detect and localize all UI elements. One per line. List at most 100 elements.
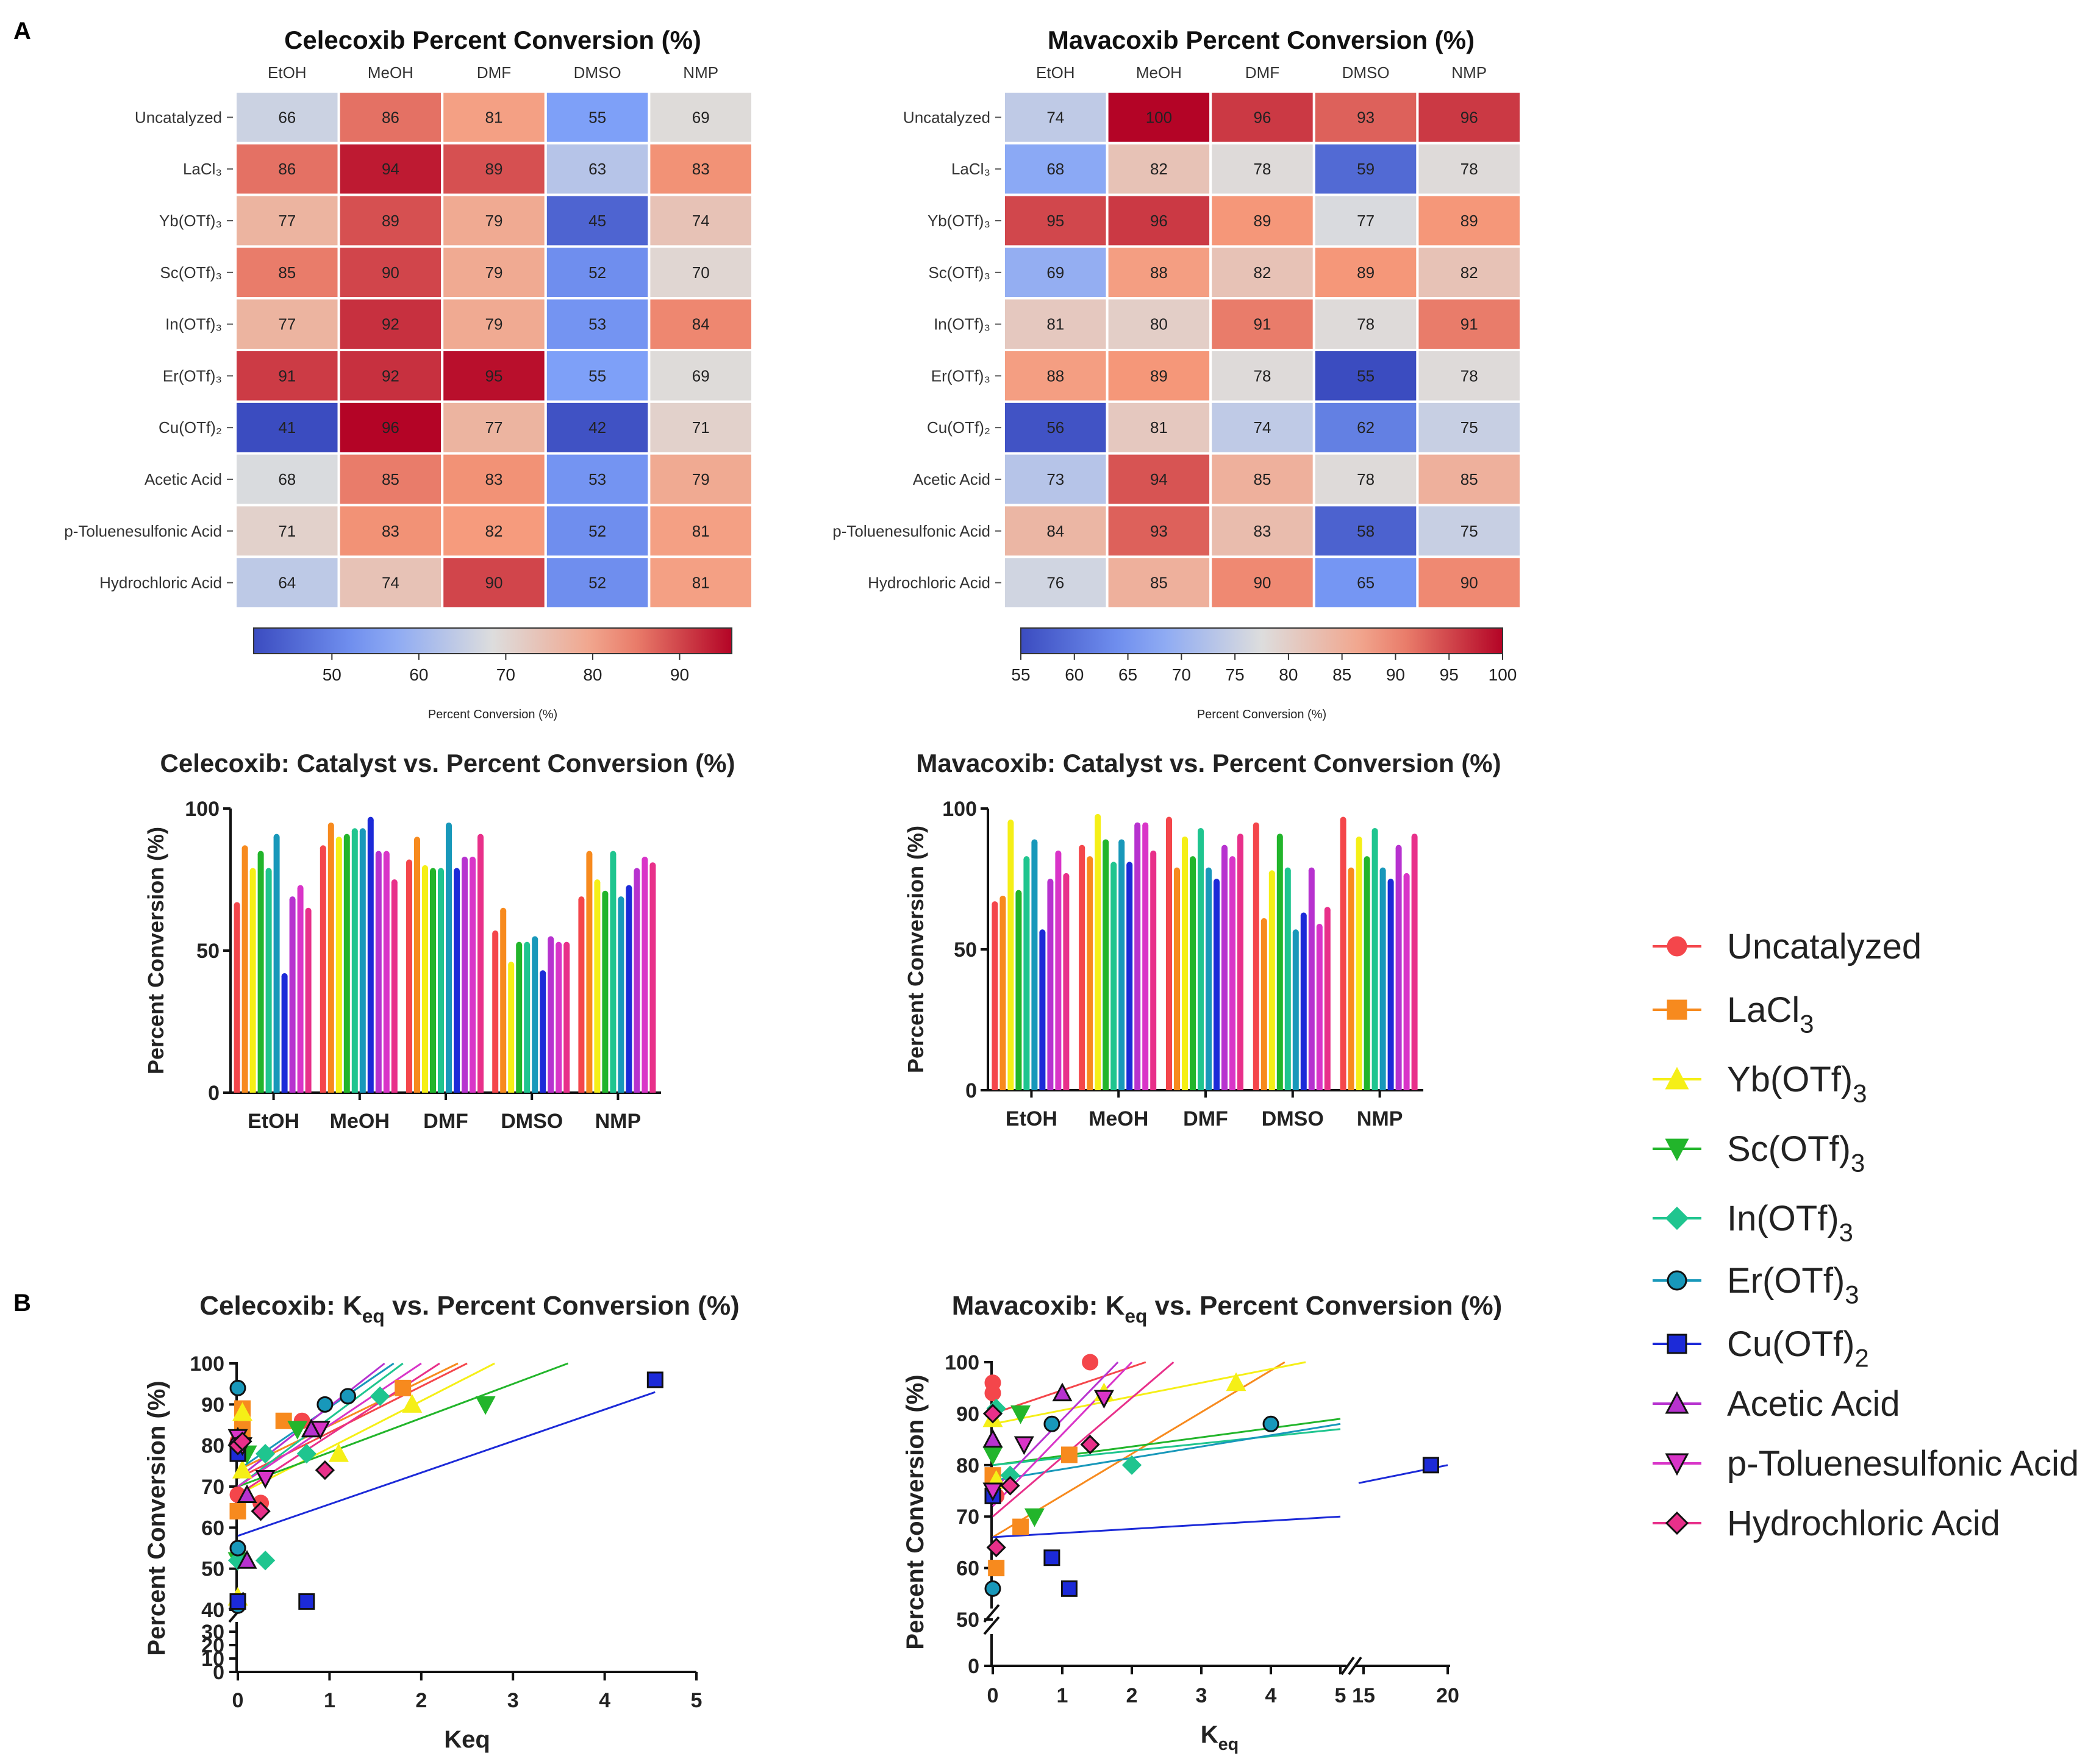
bar xyxy=(516,944,523,1093)
heatmap-cell-value: 52 xyxy=(588,522,606,540)
bar xyxy=(508,965,515,1093)
bar-cap xyxy=(477,834,484,840)
bar-cap xyxy=(297,885,304,891)
bar-cap xyxy=(265,868,272,874)
bar-cap xyxy=(1142,822,1149,829)
heatmap-row-label: Acetic Acid xyxy=(913,470,990,488)
data-point xyxy=(395,1379,412,1396)
trend-line xyxy=(237,1362,422,1488)
bar-cap xyxy=(1364,856,1370,863)
bar-cap xyxy=(1095,813,1101,820)
trend-line xyxy=(992,1361,1174,1518)
scatter-title-part: Celecoxib: K xyxy=(199,1291,362,1321)
legend-item: Cu(OTf)2 xyxy=(1653,1324,1869,1372)
bar xyxy=(1047,882,1054,1090)
colorbar-tick-label: 90 xyxy=(670,665,689,684)
bar-chart-title: Celecoxib: Catalyst vs. Percent Conversi… xyxy=(160,749,735,777)
data-point xyxy=(1665,1066,1689,1090)
legend-label: Sc(OTf)3 xyxy=(1727,1129,1865,1177)
bar-cap xyxy=(1166,816,1172,823)
bar-chart-title: Mavacoxib: Catalyst vs. Percent Conversi… xyxy=(916,749,1501,777)
mavacoxib-scatter-chart: Mavacoxib: Keq vs. Percent Conversion (%… xyxy=(902,1291,1502,1754)
bar-x-tick-label: DMSO xyxy=(1262,1107,1324,1130)
bar xyxy=(1300,915,1307,1090)
heatmap-cell-value: 81 xyxy=(1150,418,1168,437)
heatmap-cell-value: 96 xyxy=(382,418,399,437)
data-point xyxy=(1665,1138,1689,1162)
colorbar xyxy=(253,627,732,654)
bar-cap xyxy=(1284,867,1291,874)
bar xyxy=(548,939,554,1093)
bar-cap xyxy=(359,828,366,835)
scatter-y-tick-label: 30 xyxy=(201,1621,224,1644)
bar xyxy=(1190,859,1196,1090)
data-point xyxy=(1422,1457,1439,1474)
bar xyxy=(359,831,366,1093)
heatmap-cell xyxy=(544,400,651,455)
data-point xyxy=(328,1443,349,1462)
heatmap-cell-value: 62 xyxy=(1357,418,1375,437)
legend-label-part: Cu(OTf) xyxy=(1727,1324,1854,1364)
bar-cap xyxy=(273,834,280,840)
heatmap-cell-value: 81 xyxy=(692,574,710,592)
heatmap-cell-value: 42 xyxy=(588,418,606,437)
bar xyxy=(540,973,546,1093)
bar-cap xyxy=(343,834,350,840)
heatmap-cell xyxy=(1003,555,1109,610)
legend-label: LaCl3 xyxy=(1727,990,1814,1038)
scatter-y-tick-label: 80 xyxy=(201,1435,224,1458)
heatmap-cell xyxy=(1106,555,1212,610)
heatmap-cell-value: 78 xyxy=(1461,160,1478,178)
bar-cap xyxy=(1110,862,1117,868)
bar-cap xyxy=(1348,867,1354,874)
heatmap-cell xyxy=(1209,349,1315,403)
heatmap-cell-value: 79 xyxy=(485,263,503,282)
colorbar-tick-label: 50 xyxy=(323,665,341,684)
scatter-x-tick-label: 1 xyxy=(324,1689,335,1712)
bar xyxy=(406,862,412,1093)
bar xyxy=(1253,825,1259,1090)
data-point xyxy=(255,1551,276,1571)
bar-cap xyxy=(1031,839,1038,846)
bar xyxy=(446,825,452,1093)
bar-cap xyxy=(1063,873,1070,879)
data-point xyxy=(298,1593,315,1610)
heatmap-cell xyxy=(1416,400,1522,455)
data-point xyxy=(310,1421,331,1440)
heatmap-title: Mavacoxib Percent Conversion (%) xyxy=(1048,26,1475,54)
bar-cap xyxy=(1190,856,1196,863)
heatmap-cell-value: 78 xyxy=(1357,315,1375,334)
bar xyxy=(1214,882,1220,1090)
bar xyxy=(1134,825,1141,1090)
data-point xyxy=(1665,1453,1689,1476)
heatmap-cell-value: 89 xyxy=(1150,366,1168,385)
bar xyxy=(454,871,460,1093)
bar-cap xyxy=(1126,862,1133,868)
data-point xyxy=(1014,1436,1034,1455)
heatmap-cell-value: 86 xyxy=(382,108,399,126)
heatmap-cell-value: 64 xyxy=(278,574,296,592)
data-point xyxy=(1043,1549,1060,1566)
data-point xyxy=(370,1386,390,1406)
heatmap-cell xyxy=(1416,90,1522,145)
bar xyxy=(335,840,342,1093)
heatmap-cell-value: 77 xyxy=(278,315,296,334)
heatmap-cell-value: 69 xyxy=(692,366,710,385)
colorbar-tick-label: 75 xyxy=(1226,665,1245,684)
data-point xyxy=(982,1446,1003,1466)
heatmap-cell-value: 41 xyxy=(278,418,296,437)
heatmap-cell xyxy=(1209,504,1315,559)
bar-cap xyxy=(351,828,358,835)
scatter-y-tick-label: 100 xyxy=(190,1352,224,1376)
heatmap-row-label: Sc(OTf)₃ xyxy=(928,263,990,282)
heatmap-row-label: Er(OTf)₃ xyxy=(163,366,222,385)
heatmap-col-label: MeOH xyxy=(368,63,413,82)
bar xyxy=(1324,910,1331,1090)
legend-label: Er(OTf)3 xyxy=(1727,1261,1859,1309)
bar-cap xyxy=(540,970,546,977)
data-point xyxy=(1667,1270,1687,1291)
heatmap-cell-value: 68 xyxy=(278,470,296,488)
bar-cap xyxy=(1229,856,1235,863)
scatter-y-tick-label: 80 xyxy=(956,1454,979,1477)
bar-cap xyxy=(532,936,538,943)
